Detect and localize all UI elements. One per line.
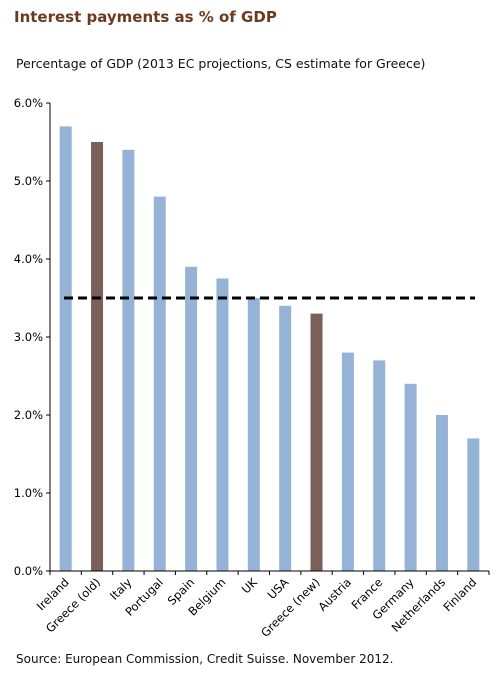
y-tick-label: 4.0% — [14, 252, 43, 266]
x-tick-label: USA — [265, 575, 292, 602]
bar-germany — [404, 383, 417, 571]
x-tick-label: Finland — [440, 575, 479, 614]
y-tick-label: 1.0% — [14, 486, 43, 500]
bar-austria — [341, 352, 354, 571]
x-tick-label: Italy — [107, 575, 135, 603]
bar-france — [373, 360, 386, 571]
source-note: Source: European Commission, Credit Suis… — [16, 652, 394, 666]
bar-belgium — [216, 278, 229, 571]
y-tick-label: 6.0% — [14, 96, 43, 110]
bar-greece-new — [310, 313, 323, 571]
bar-usa — [279, 305, 292, 571]
bar-netherlands — [435, 415, 448, 571]
bar-italy — [122, 149, 135, 572]
y-tick-label: 2.0% — [14, 408, 43, 422]
y-tick-label: 3.0% — [14, 330, 43, 344]
bar-ireland — [59, 126, 72, 572]
x-tick-label: UK — [239, 575, 261, 597]
bar-finland — [467, 438, 480, 571]
bar-spain — [185, 266, 198, 571]
x-tick-label: Austria — [315, 575, 354, 614]
y-tick-label: 0.0% — [14, 564, 43, 578]
y-tick-label: 5.0% — [14, 174, 43, 188]
bar-greece-old — [91, 142, 104, 571]
chart-subtitle: Percentage of GDP (2013 EC projections, … — [16, 56, 426, 71]
bar-portugal — [153, 196, 166, 571]
chart-title: Interest payments as % of GDP — [14, 8, 277, 26]
bar-uk — [247, 298, 260, 571]
